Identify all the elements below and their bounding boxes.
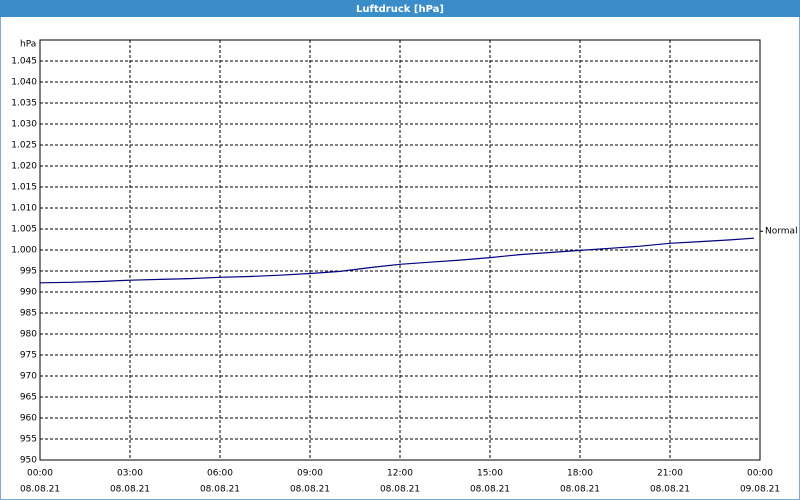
- x-tick-date: 09.08.21: [740, 485, 780, 495]
- y-tick-label: 985: [20, 309, 37, 319]
- chart-title: Luftdruck [hPa]: [356, 4, 444, 15]
- y-tick-label: 1.040: [11, 78, 37, 88]
- y-tick-label: 950: [20, 456, 37, 466]
- x-tick-date: 08.08.21: [290, 485, 330, 495]
- y-tick-label: 955: [20, 435, 37, 445]
- y-tick-label: 965: [20, 393, 37, 403]
- y-unit: hPa: [20, 40, 36, 50]
- y-tick-label: 995: [20, 267, 37, 277]
- y-tick-label: 1.000: [11, 246, 37, 256]
- series-label: Normal: [765, 227, 798, 237]
- y-tick-label: 970: [20, 372, 37, 382]
- y-tick-label: 1.035: [11, 99, 37, 109]
- series-line: [39, 237, 755, 284]
- x-tick-date: 08.08.21: [20, 485, 60, 495]
- y-tick-label: 960: [20, 414, 37, 424]
- x-tick-label: 09:00: [297, 469, 323, 479]
- x-tick-label: 18:00: [567, 469, 593, 479]
- y-tick-label: 980: [20, 330, 37, 340]
- x-tick-label: 03:00: [117, 469, 143, 479]
- x-tick-label: 15:00: [477, 469, 503, 479]
- y-tick-label: 1.030: [11, 120, 37, 130]
- y-tick-label: 1.010: [11, 204, 37, 214]
- y-tick-label: 1.045: [11, 57, 37, 67]
- title-bar: [0, 0, 800, 17]
- x-tick-date: 08.08.21: [110, 485, 150, 495]
- y-tick-label: 975: [20, 351, 37, 361]
- x-tick-label: 12:00: [387, 469, 413, 479]
- x-tick-date: 08.08.21: [650, 485, 690, 495]
- y-tick-label: 1.015: [11, 183, 37, 193]
- x-tick-label: 06:00: [207, 469, 233, 479]
- x-tick-label: 21:00: [657, 469, 683, 479]
- x-tick-label: 00:00: [747, 469, 773, 479]
- x-tick-date: 08.08.21: [200, 485, 240, 495]
- y-tick-label: 1.025: [11, 141, 37, 151]
- x-tick-date: 08.08.21: [470, 485, 510, 495]
- y-tick-label: 990: [20, 288, 37, 298]
- y-tick-label: 1.005: [11, 225, 37, 235]
- x-tick-date: 08.08.21: [380, 485, 420, 495]
- x-tick-date: 08.08.21: [560, 485, 600, 495]
- x-tick-label: 00:00: [27, 469, 53, 479]
- y-tick-label: 1.020: [11, 162, 37, 172]
